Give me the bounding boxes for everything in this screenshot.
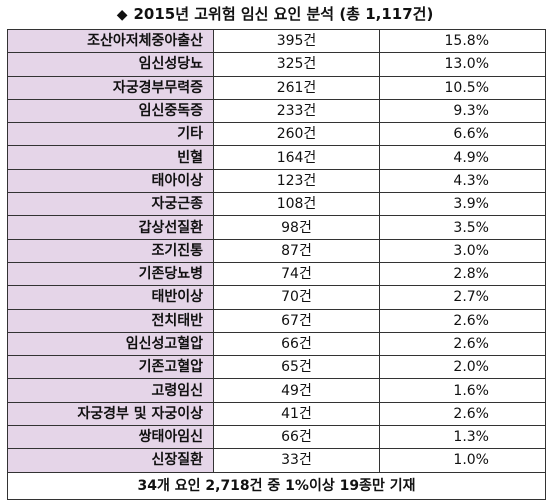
count-cell: 70건 [213,285,380,310]
table-row: 빈혈 164건 4.9% [7,145,546,170]
percent-cell: 1.3% [379,425,546,450]
table-row: 조산아저체중아출산 395건 15.8% [7,28,546,54]
factor-cell: 자궁경부무력증 [7,75,214,100]
percent-cell: 2.6% [379,308,546,333]
percent-cell: 3.9% [379,192,546,217]
count-cell: 67건 [213,308,380,333]
title-text: 2015년 고위험 임신 요인 분석 (총 1,117건) [133,5,434,23]
factor-cell: 고령임신 [7,378,214,403]
percent-cell: 6.6% [379,122,546,147]
count-cell: 325건 [213,52,380,77]
table-row: 자궁경부무력증 261건 10.5% [7,75,546,100]
percent-cell: 9.3% [379,98,546,124]
percent-cell: 4.9% [379,145,546,170]
count-cell: 164건 [213,145,380,170]
table-row: 임신중독증 233건 9.3% [7,98,546,124]
factor-cell: 임신중독증 [7,98,214,124]
percent-cell: 15.8% [379,28,546,54]
table-row: 임신성고혈압 66건 2.6% [7,331,546,357]
count-cell: 66건 [213,331,380,357]
count-cell: 108건 [213,192,380,217]
table-footer-row: 34개 요인 2,718건 중 1%이상 19종만 기재 [7,471,546,500]
count-cell: 233건 [213,98,380,124]
factor-cell: 자궁근종 [7,192,214,217]
table-row: 전치태반 67건 2.6% [7,308,546,333]
table-row: 태반이상 70건 2.7% [7,285,546,310]
percent-cell: 3.0% [379,238,546,263]
factor-cell: 갑상선질환 [7,215,214,240]
factor-cell: 기존당뇨병 [7,261,214,287]
table-row: 갑상선질환 98건 3.5% [7,215,546,240]
percent-cell: 2.0% [379,355,546,380]
count-cell: 65건 [213,355,380,380]
percent-cell: 2.6% [379,401,546,427]
factor-cell: 기존고혈압 [7,355,214,380]
count-cell: 98건 [213,215,380,240]
table-row: 기존당뇨병 74건 2.8% [7,261,546,287]
count-cell: 87건 [213,238,380,263]
count-cell: 66건 [213,425,380,450]
percent-cell: 13.0% [379,52,546,77]
table-row: 조기진통 87건 3.0% [7,238,546,263]
factor-cell: 신장질환 [7,448,214,473]
factor-cell: 태아이상 [7,168,214,194]
percent-cell: 1.0% [379,448,546,473]
count-cell: 33건 [213,448,380,473]
count-cell: 74건 [213,261,380,287]
table-row: 기존고혈압 65건 2.0% [7,355,546,380]
table-row: 고령임신 49건 1.6% [7,378,546,403]
table-row: 임신성당뇨 325건 13.0% [7,52,546,77]
percent-cell: 2.8% [379,261,546,287]
table-row: 신장질환 33건 1.0% [7,448,546,473]
table-body: 조산아저체중아출산 395건 15.8% 임신성당뇨 325건 13.0% 자궁경부무력증 2… [7,28,546,473]
factor-cell: 태반이상 [7,285,214,310]
percent-cell: 10.5% [379,75,546,100]
count-cell: 41건 [213,401,380,427]
factor-cell: 기타 [7,122,214,147]
percent-cell: 2.6% [379,331,546,357]
page-title: ◆ 2015년 고위험 임신 요인 분석 (총 1,117건) [0,0,550,29]
count-cell: 49건 [213,378,380,403]
percent-cell: 1.6% [379,378,546,403]
factor-cell: 쌍태아임신 [7,425,214,450]
diamond-icon: ◆ [116,7,128,23]
percent-cell: 4.3% [379,168,546,194]
count-cell: 261건 [213,75,380,100]
table-row: 자궁경부 및 자궁이상 41건 2.6% [7,401,546,427]
footer-note: 34개 요인 2,718건 중 1%이상 19종만 기재 [7,471,546,500]
factor-cell: 전치태반 [7,308,214,333]
percent-cell: 2.7% [379,285,546,310]
factor-cell: 조산아저체중아출산 [7,28,214,54]
factor-cell: 임신성고혈압 [7,331,214,357]
table-row: 기타 260건 6.6% [7,122,546,147]
factor-cell: 임신성당뇨 [7,52,214,77]
factor-cell: 자궁경부 및 자궁이상 [7,401,214,427]
table-row: 쌍태아임신 66건 1.3% [7,425,546,450]
percent-cell: 3.5% [379,215,546,240]
risk-factor-table: 조산아저체중아출산 395건 15.8% 임신성당뇨 325건 13.0% 자궁경부무력증 2… [7,28,546,500]
table-row: 태아이상 123건 4.3% [7,168,546,194]
factor-cell: 빈혈 [7,145,214,170]
count-cell: 260건 [213,122,380,147]
factor-cell: 조기진통 [7,238,214,263]
table-row: 자궁근종 108건 3.9% [7,192,546,217]
count-cell: 395건 [213,28,380,54]
count-cell: 123건 [213,168,380,194]
